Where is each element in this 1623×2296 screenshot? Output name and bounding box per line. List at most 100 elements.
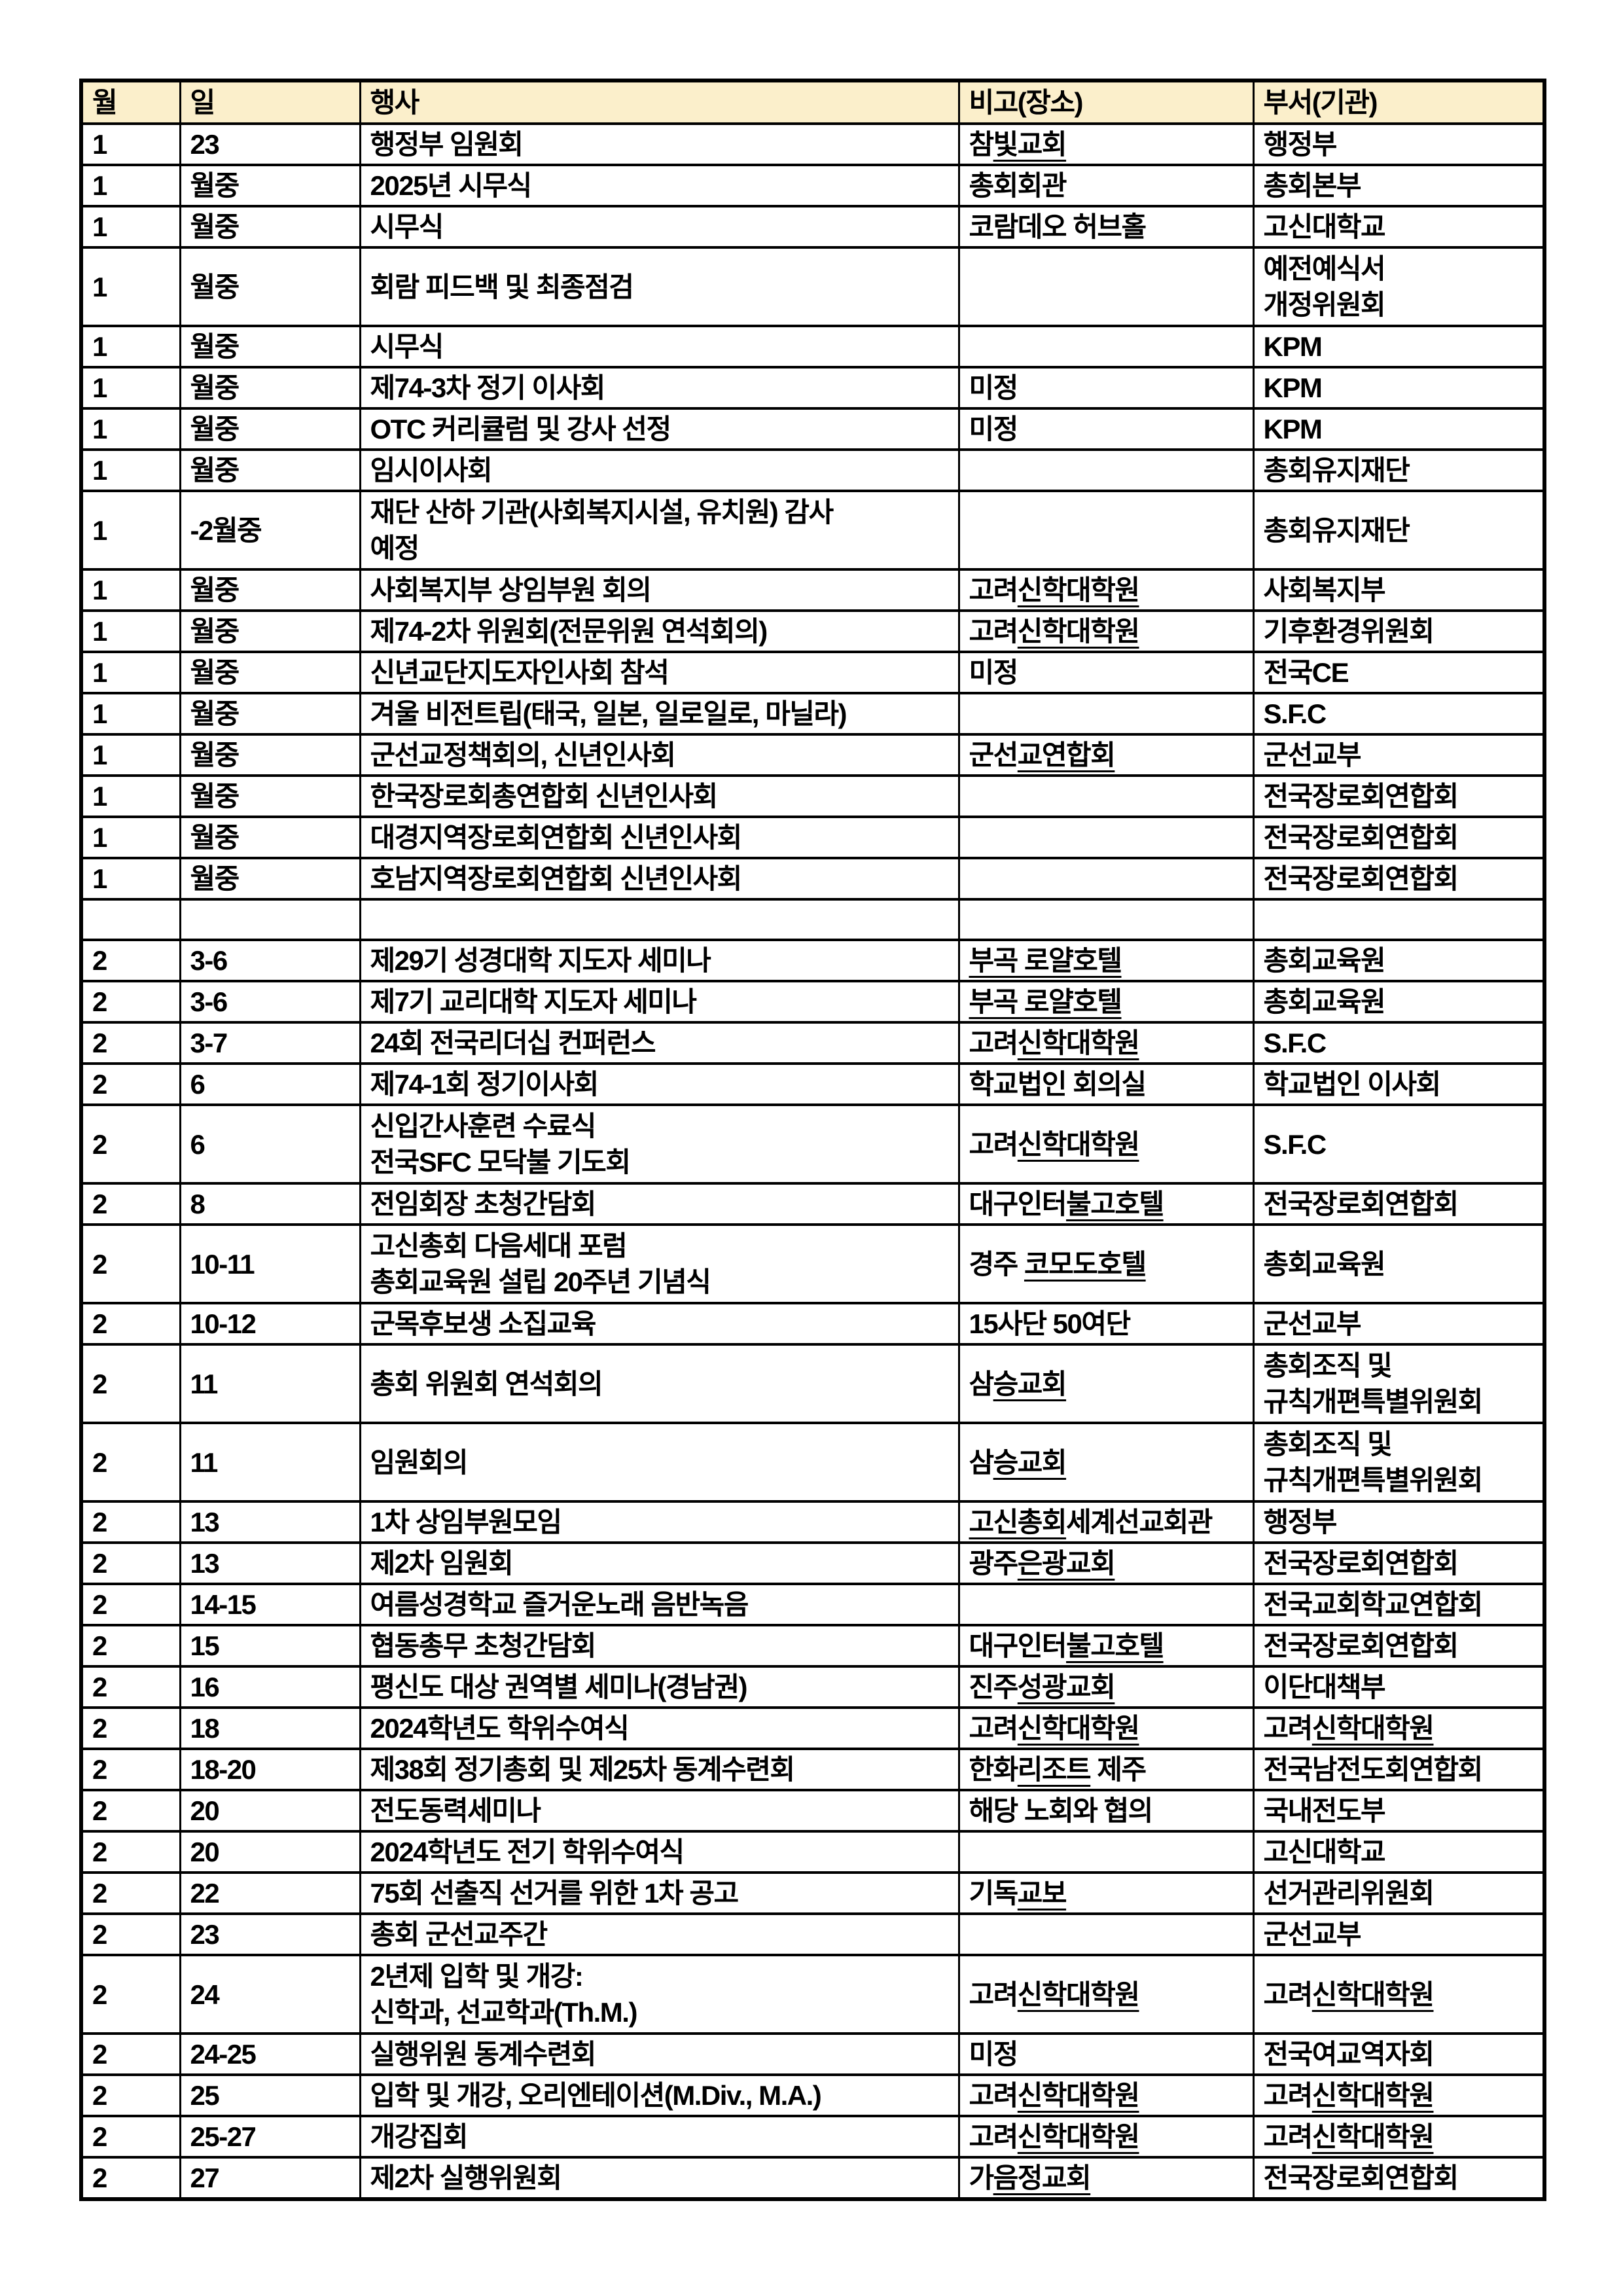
cell-dept: 총회교육원 [1252, 980, 1546, 1024]
table-row: 2 18 2024학년도 학위수여식 고려신학대학원 고려신학대학원 [80, 1706, 1546, 1750]
cell-dept [1252, 898, 1546, 941]
cell-note: 고려신학대학원 [957, 1021, 1255, 1065]
cell-month: 2 [80, 1748, 181, 1791]
cell-note: 코람데오 허브홀 [957, 205, 1255, 249]
column-header-note: 비고(장소) [957, 79, 1255, 125]
cell-event: 신입간사훈련 수료식 전국SFC 모닥불 기도회 [359, 1103, 960, 1185]
column-header-event: 행사 [359, 79, 960, 125]
cell-dept: 고려신학대학원 [1252, 2073, 1546, 2117]
cell-dept: 이단대책부 [1252, 1665, 1546, 1709]
cell-month: 1 [80, 733, 181, 777]
cell-day: -2월중 [179, 490, 361, 571]
cell-month: 1 [80, 122, 181, 166]
cell-day: 월중 [179, 366, 361, 410]
cell-day: 23 [179, 122, 361, 166]
cell-event: 겨울 비전트립(태국, 일본, 일로일로, 마닐라) [359, 692, 960, 736]
table-row: 2 13 1차 상임부원모임 고신총회세계선교회관 행정부 [80, 1500, 1546, 1544]
cell-day: 8 [179, 1182, 361, 1226]
underlined-text: 음정교회 [993, 2162, 1092, 2193]
column-header-dept: 부서(기관) [1252, 79, 1546, 125]
cell-dept: 고려신학대학원 [1252, 2115, 1546, 2159]
cell-day: 월중 [179, 609, 361, 653]
cell-note: 경주 코모도호텔 [957, 1223, 1255, 1304]
cell-month [80, 898, 181, 941]
cell-month: 2 [80, 1021, 181, 1065]
table-row: 1 월중 회람 피드백 및 최종점검 예전예식서 개정위원회 [80, 246, 1546, 327]
text-run: 고려 [1263, 2121, 1313, 2152]
cell-event: 제2차 실행위원회 [359, 2156, 960, 2200]
cell-day: 월중 [179, 774, 361, 818]
cell-day: 10-12 [179, 1302, 361, 1346]
cell-day: 6 [179, 1103, 361, 1185]
cell-event: 신년교단지도자인사회 참석 [359, 651, 960, 694]
text-run: 고려 [1263, 1713, 1313, 1744]
cell-note: 대구인터불고호텔 [957, 1624, 1255, 1668]
cell-month: 1 [80, 164, 181, 207]
table-row: 1 월중 신년교단지도자인사회 참석 미정 전국CE [80, 651, 1546, 694]
cell-day: 3-6 [179, 939, 361, 982]
cell-note: 진주성광교회 [957, 1665, 1255, 1709]
table-row: 1 월중 군선교정책회의, 신년인사회 군선교연합회 군선교부 [80, 733, 1546, 777]
table-row: 2 16 평신도 대상 권역별 세미나(경남권) 진주성광교회 이단대책부 [80, 1665, 1546, 1709]
cell-day: 27 [179, 2156, 361, 2200]
cell-event: 제74-3차 정기 이사회 [359, 366, 960, 410]
underlined-text: 교보 [1017, 1878, 1067, 1909]
cell-day: 월중 [179, 733, 361, 777]
cell-event: 대경지역장로회연합회 신년인사회 [359, 816, 960, 859]
text-run: 고려 [1263, 1979, 1313, 2010]
cell-event: 호남지역장로회연합회 신년인사회 [359, 857, 960, 901]
cell-event: 행정부 임원회 [359, 122, 960, 166]
cell-day: 25-27 [179, 2115, 361, 2159]
cell-month: 1 [80, 609, 181, 653]
underlined-text: 승교회 [993, 1368, 1067, 1399]
underlined-text: 신학대학원 [1017, 1128, 1140, 1160]
cell-event: 제74-1회 정기이사회 [359, 1062, 960, 1106]
cell-dept: 전국장로회연합회 [1252, 1182, 1546, 1226]
table-row: 2 10-11 고신총회 다음세대 포럼 총회교육원 설립 20주년 기념식 경주 코… [80, 1223, 1546, 1304]
underlined-text: 불고호텔 [1066, 1630, 1164, 1661]
cell-day: 20 [179, 1789, 361, 1833]
cell-dept: 총회유지재단 [1252, 490, 1546, 571]
underlined-text: 부곡 로얄호텔 [969, 986, 1123, 1017]
table-row: 1 -2월중 재단 산하 기관(사회복지시설, 유치원) 감사 예정 총회유지재단 [80, 490, 1546, 571]
underlined-text: 신학대학원 [1311, 2121, 1435, 2152]
cell-day: 25 [179, 2073, 361, 2117]
table-row: 1 월중 제74-3차 정기 이사회 미정 KPM [80, 366, 1546, 410]
underlined-text: 불고호텔 [1066, 1189, 1164, 1219]
table-row: 2 3-6 제7기 교리대학 지도자 세미나 부곡 로얄호텔 총회교육원 [80, 980, 1546, 1024]
cell-month: 2 [80, 1830, 181, 1874]
cell-dept: S.F.C [1252, 1021, 1546, 1065]
underlined-text: 고신총회 [969, 1507, 1067, 1537]
cell-day: 18-20 [179, 1748, 361, 1791]
table-row: 1 월중 사회복지부 상임부원 회의 고려신학대학원 사회복지부 [80, 568, 1546, 612]
cell-note: 고려신학대학원 [957, 1706, 1255, 1750]
cell-event: 총회 위원회 연석회의 [359, 1343, 960, 1424]
text-run: 경주 [969, 1248, 1024, 1280]
table-row: 1 월중 2025년 시무식 총회회관 총회본부 [80, 164, 1546, 207]
cell-event: 75회 선출직 선거를 위한 1차 공고 [359, 1871, 960, 1915]
table-row: 2 3-7 24회 전국리더십 컨퍼런스 고려신학대학원 S.F.C [80, 1021, 1546, 1065]
cell-month: 2 [80, 1103, 181, 1185]
table-row: 2 24-25 실행위원 동계수련회 미정 전국여교역자회 [80, 2032, 1546, 2076]
cell-month: 1 [80, 692, 181, 736]
table-row: 1 월중 한국장로회총연합회 신년인사회 전국장로회연합회 [80, 774, 1546, 818]
cell-event: 사회복지부 상임부원 회의 [359, 568, 960, 612]
cell-dept: KPM [1252, 325, 1546, 368]
cell-day: 20 [179, 1830, 361, 1874]
cell-day: 14-15 [179, 1583, 361, 1626]
cell-month: 1 [80, 568, 181, 612]
cell-dept: 고신대학교 [1252, 1830, 1546, 1874]
cell-dept: 전국여교역자회 [1252, 2032, 1546, 2076]
underlined-text: 부곡 로얄호텔 [969, 945, 1123, 976]
cell-month: 1 [80, 490, 181, 571]
table-row: 1 월중 시무식 코람데오 허브홀 고신대학교 [80, 205, 1546, 249]
cell-month: 1 [80, 816, 181, 859]
cell-note: 기독교보 [957, 1871, 1255, 1915]
cell-note [957, 1912, 1255, 1956]
cell-month: 2 [80, 1302, 181, 1346]
cell-dept: S.F.C [1252, 1103, 1546, 1185]
underlined-text: 빛교회 [993, 129, 1067, 160]
table-body: 1 23 행정부 임원회 참빛교회 행정부 1 월중 2025년 시무식 총회회관 총회본부 1 월중… [80, 122, 1546, 2200]
cell-event: 제29기 성경대학 지도자 세미나 [359, 939, 960, 982]
underlined-text: 성광교회 [1017, 1672, 1116, 1702]
